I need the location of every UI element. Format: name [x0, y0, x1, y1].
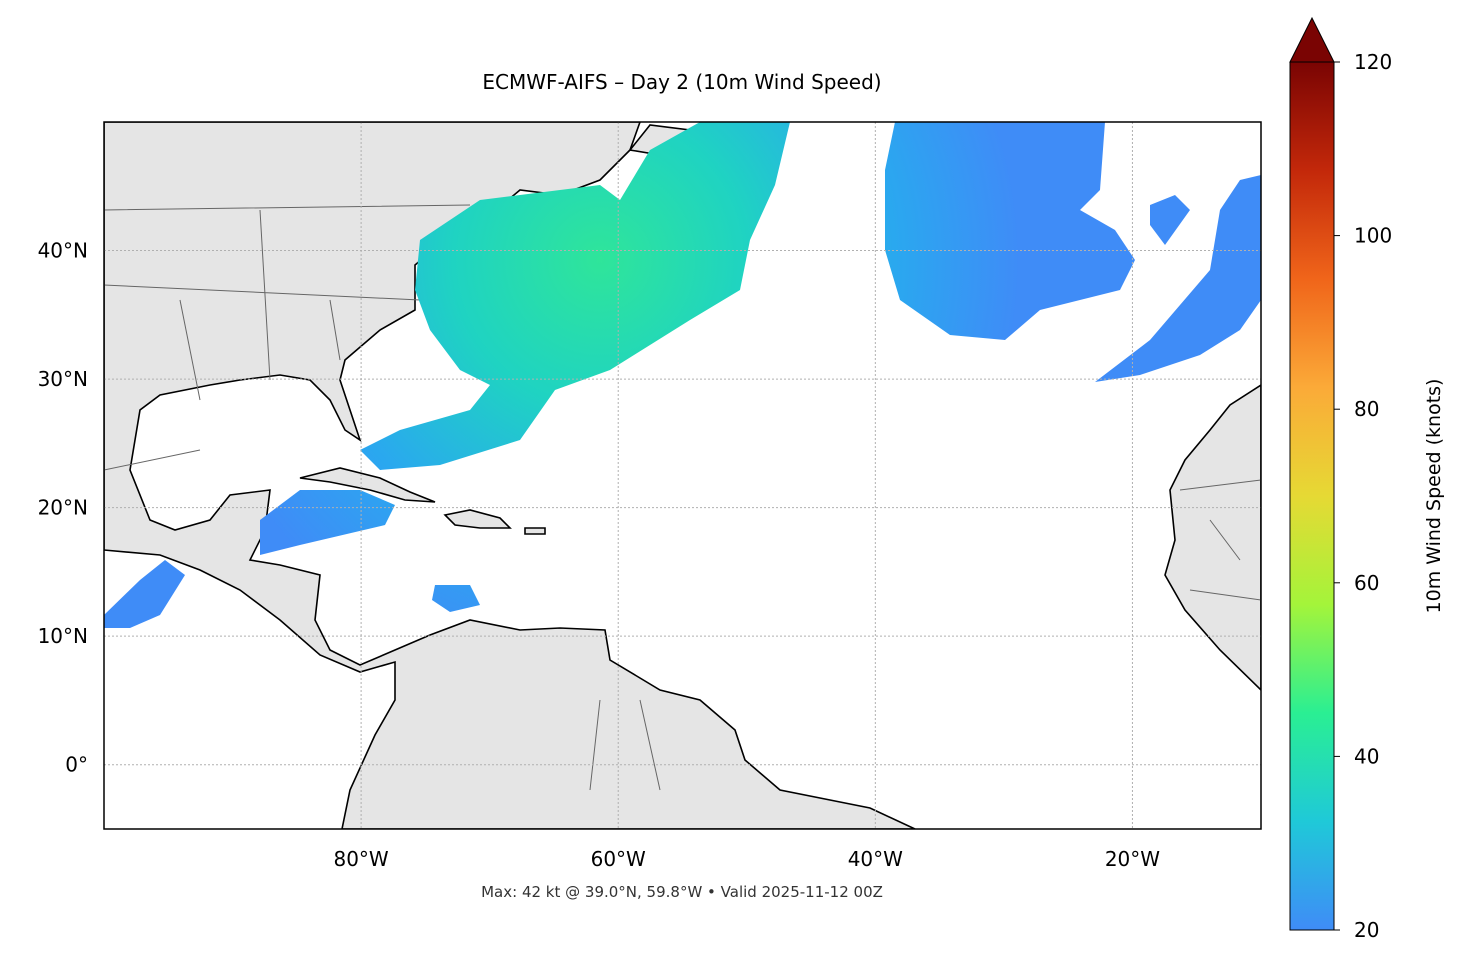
colorbar-tick-label: 60: [1354, 571, 1379, 595]
borders: [104, 204, 1261, 791]
colorbar-extend: [1289, 16, 1335, 63]
africa: [1164, 384, 1261, 692]
wind-swath: [104, 560, 185, 628]
x-tick-label: 20°W: [1105, 847, 1160, 871]
wind-swath: [885, 122, 1135, 340]
colorbar-tick-label: 20: [1354, 918, 1379, 942]
x-tick-label: 80°W: [333, 847, 388, 871]
americas: [104, 122, 916, 829]
puerto-rico: [524, 527, 546, 535]
axes: 80°W 60°W 40°W 20°W 0° 10°N 20°N 30°N 40°N: [38, 239, 1161, 871]
colorbar-tick-label: 40: [1354, 744, 1379, 768]
colorbar-tick-label: 80: [1354, 397, 1379, 421]
colorbar-label: 10m Wind Speed (knots): [1423, 379, 1445, 614]
wind-swath: [1095, 175, 1261, 382]
colorbar-body: [1290, 62, 1334, 930]
y-tick-label: 0°: [65, 753, 88, 777]
wind-field: [104, 122, 1261, 628]
grid: [104, 122, 1261, 829]
colorbar-tick-label: 120: [1354, 50, 1392, 74]
colorbar: 20 40 60 80 100 120 10m Wind Speed (knots): [1289, 16, 1445, 942]
colorbar-tick-label: 100: [1354, 224, 1392, 248]
y-tick-label: 10°N: [38, 624, 88, 648]
x-tick-label: 40°W: [848, 847, 903, 871]
hispaniola: [443, 509, 512, 529]
wind-swath: [1150, 195, 1190, 245]
footer: Max: 42 kt @ 39.0°N, 59.8°W • Valid 2025…: [481, 883, 883, 901]
wind-swath: [360, 122, 790, 470]
y-tick-label: 20°N: [38, 496, 88, 520]
x-tick-label: 60°W: [591, 847, 646, 871]
map: [104, 122, 1261, 829]
y-tick-label: 40°N: [38, 239, 88, 263]
chart-title: ECMWF-AIFS – Day 2 (10m Wind Speed): [482, 70, 881, 94]
cuba: [299, 467, 436, 503]
y-tick-label: 30°N: [38, 367, 88, 391]
map-frame: [103, 121, 1262, 830]
wind-swath: [432, 585, 480, 612]
colorbar-frame: [1289, 61, 1335, 931]
